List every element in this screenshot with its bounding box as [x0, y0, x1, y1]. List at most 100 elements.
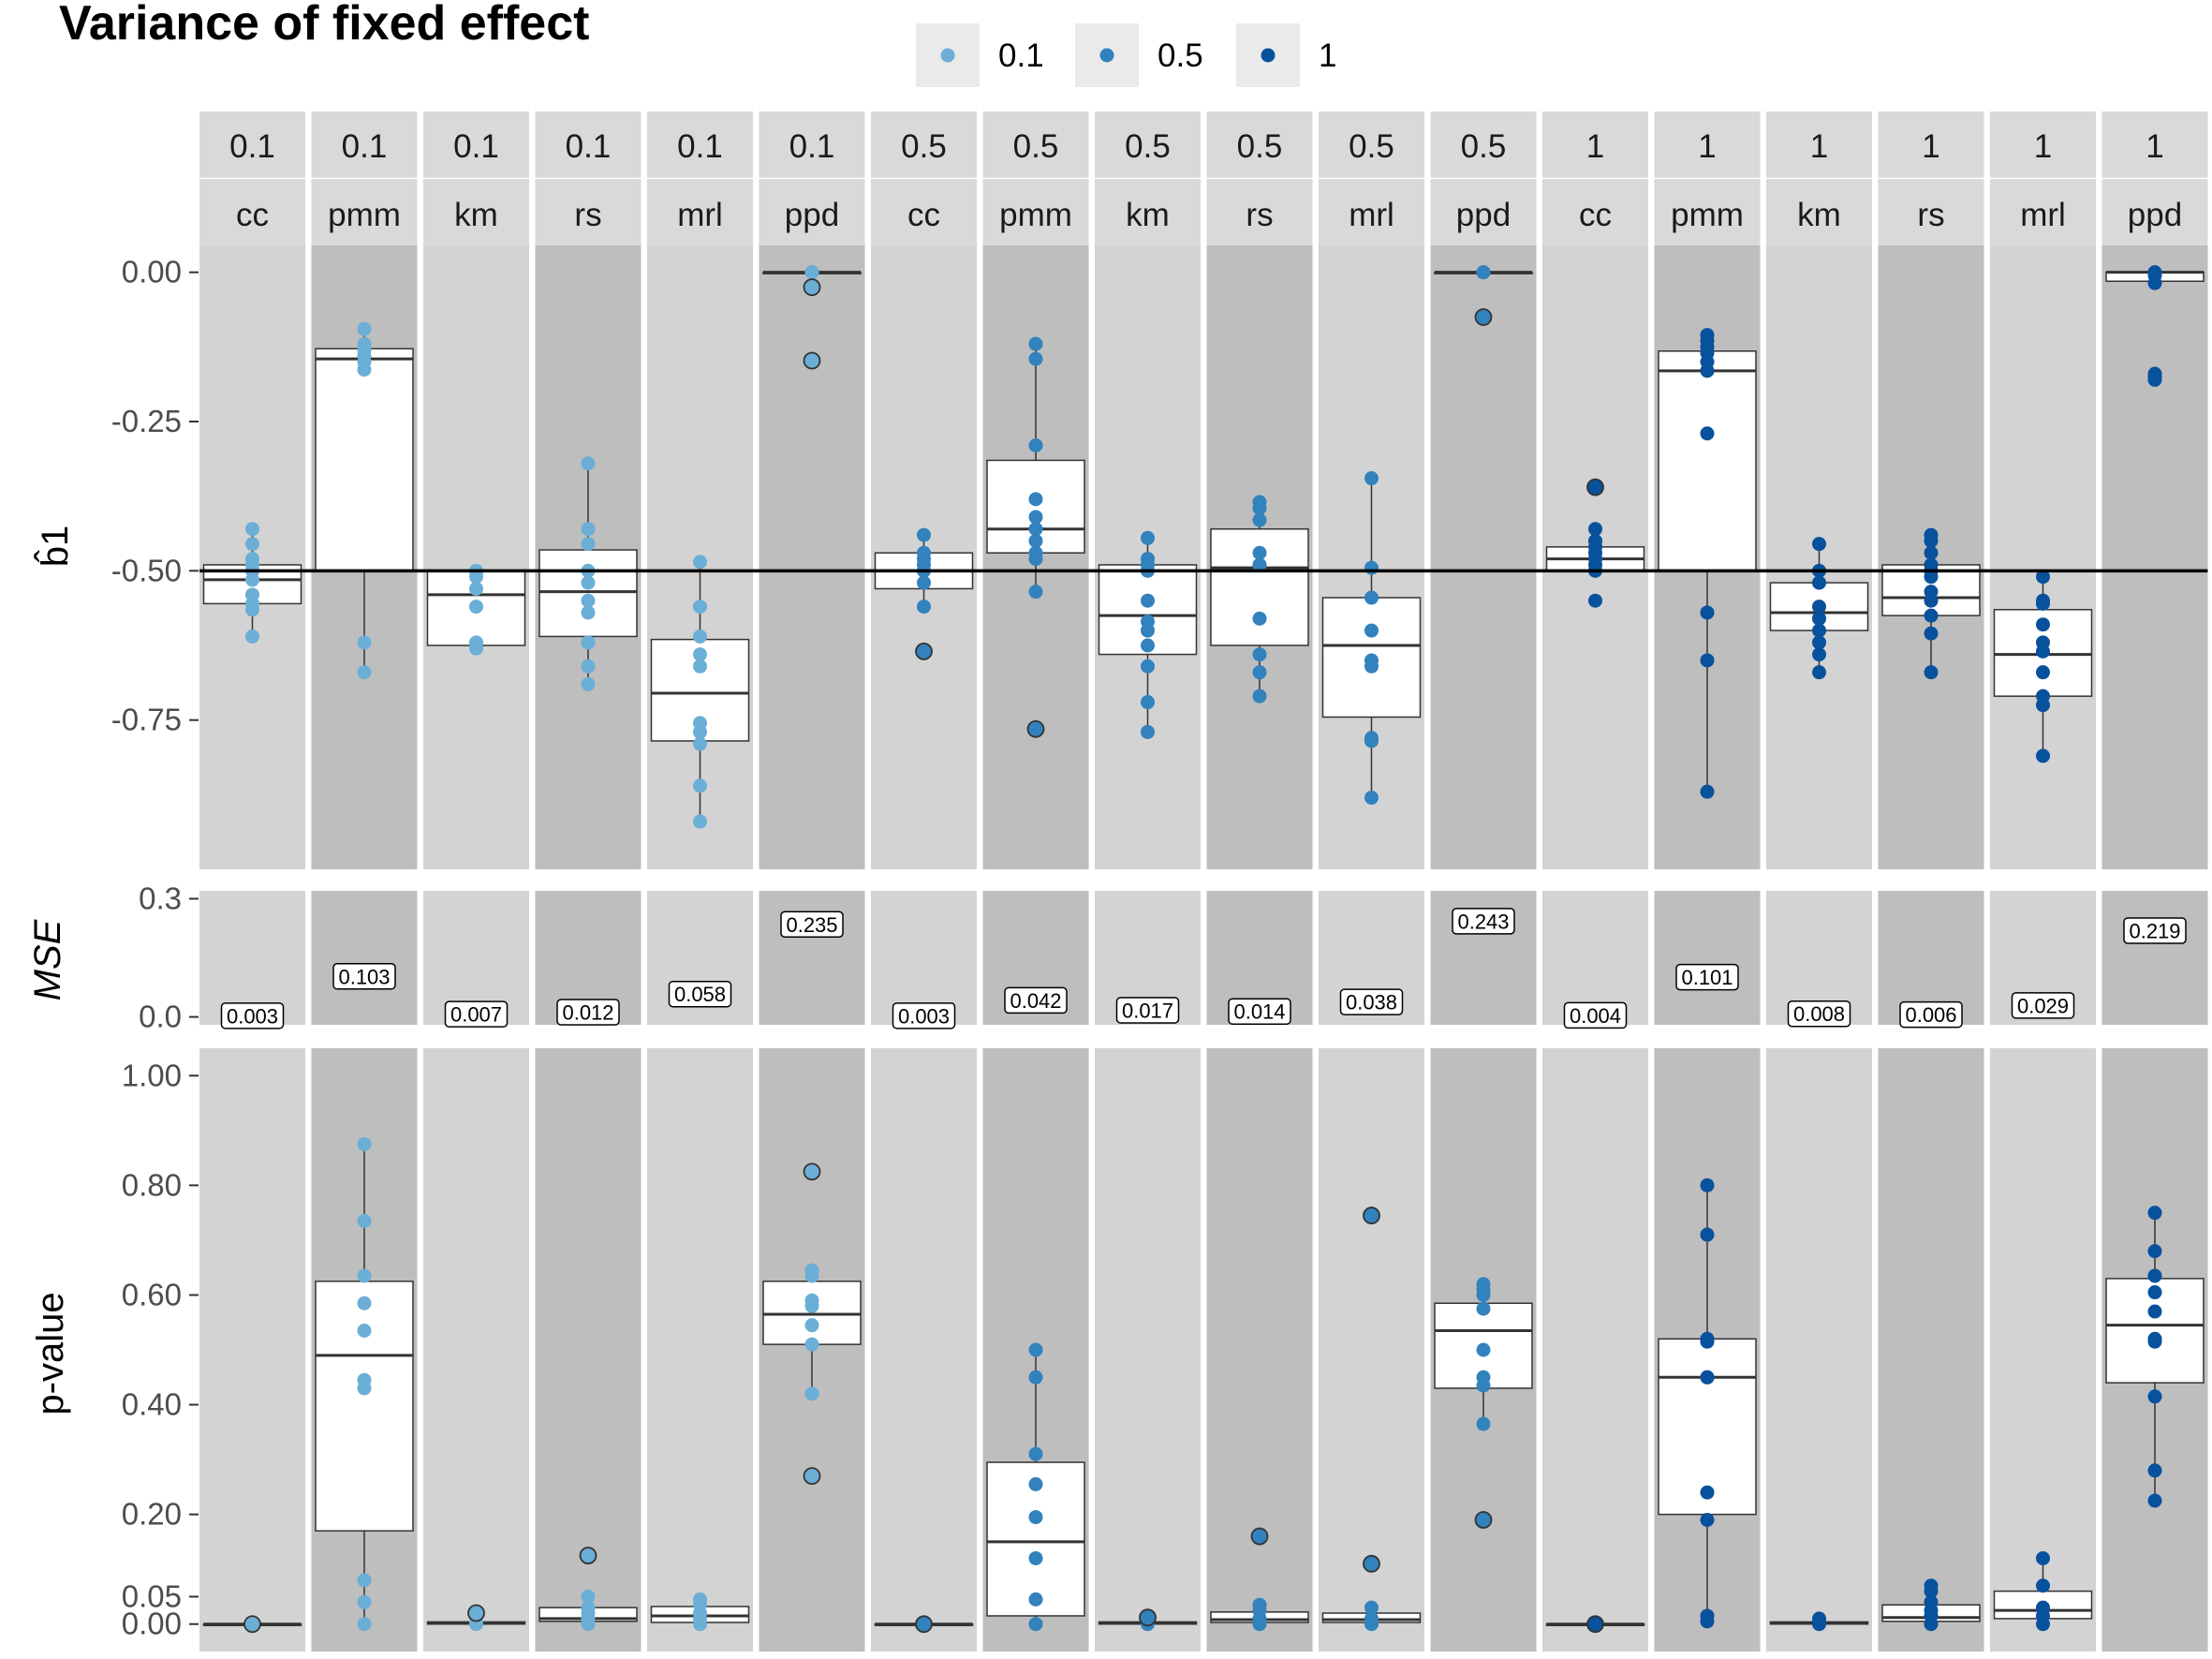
b1-point-3-5	[581, 593, 596, 608]
mse-label-14: 0.008	[1793, 1002, 1845, 1026]
b1-point-16-9	[2036, 748, 2050, 763]
strip-label-top-15: 1	[1922, 128, 1939, 165]
strip-label-bottom-12: cc	[1579, 197, 1612, 233]
strip-label-top-8: 0.5	[1125, 128, 1171, 165]
b1-point-4-8	[693, 778, 707, 793]
pvalue-panel-bg-16	[1990, 1048, 2096, 1652]
mse-panel-13: 0.101	[1654, 891, 1761, 1025]
strip-label-bottom-3: rs	[574, 197, 601, 233]
pvalue-panel-14	[1766, 1048, 1872, 1652]
strip-label-top-9: 0.5	[1237, 128, 1283, 165]
mse-label-5: 0.235	[786, 913, 837, 937]
chart-title: Variance of fixed effect	[59, 0, 589, 51]
b1-point-15-7	[1924, 593, 1939, 608]
b1-panel-13	[1654, 245, 1761, 869]
strip-label-top-11: 0.5	[1461, 128, 1507, 165]
b1-point-4-3	[693, 647, 707, 662]
legend-dot-1	[1099, 48, 1114, 63]
b1-point-10-2	[1364, 590, 1379, 605]
pvalue-panel-10	[1319, 1048, 1424, 1652]
legend-dot-2	[1261, 48, 1276, 63]
mse-axis-title: MSE	[27, 918, 68, 1000]
b1-point-8-9	[1141, 695, 1155, 710]
b1-panel-3	[535, 245, 641, 869]
b1-point-14-0	[1812, 537, 1826, 552]
b1-point-2-2	[469, 581, 483, 596]
b1-point-7-0	[1028, 336, 1043, 351]
b1-point-6-6	[917, 600, 931, 615]
strip-label-top-14: 1	[1810, 128, 1828, 165]
b1-point-0-0	[245, 522, 259, 537]
b1-point-8-10	[1141, 724, 1155, 739]
mse-panel-11: 0.243	[1430, 891, 1537, 1025]
strip-label-bottom-14: km	[1797, 197, 1841, 233]
mse-label-box-10	[1339, 988, 1404, 1015]
b1-point-2-5	[469, 641, 483, 656]
pvalue-point-17-8	[2147, 1463, 2162, 1478]
pvalue-outlier-8-0	[1139, 1608, 1157, 1627]
mse-label-17: 0.219	[2129, 919, 2180, 942]
b1-point-16-2	[2036, 596, 2050, 611]
b1-panel-4	[647, 245, 753, 869]
pvalue-point-4-4	[693, 1592, 707, 1607]
b1-point-9-8	[1252, 689, 1267, 704]
pvalue-point-17-7	[2147, 1389, 2162, 1404]
b1-point-12-7	[1588, 593, 1602, 608]
pvalue-panel-bg-8	[1095, 1048, 1201, 1652]
b1-panel-15	[1878, 245, 1984, 869]
pvalue-point-5-3	[804, 1298, 819, 1313]
mse-panel-16: 0.029	[1990, 891, 2096, 1025]
b1-point-13-5	[1700, 363, 1715, 378]
b1-panel-6	[871, 245, 977, 869]
pvalue-panel-4	[647, 1048, 753, 1652]
pvalue-point-17-1	[2147, 1244, 2162, 1259]
b1-point-8-7	[1141, 638, 1155, 653]
pvalue-axis-title: p-value	[30, 1292, 71, 1415]
b1-point-15-10	[1924, 665, 1939, 680]
pvalue-point-17-0	[2147, 1206, 2162, 1221]
b1-panel-2	[423, 245, 529, 869]
b1-panel-10	[1319, 245, 1424, 869]
pvalue-point-1-8	[357, 1594, 372, 1609]
b1-point-7-9	[1028, 585, 1043, 600]
pvalue-outlier-10-1	[1363, 1554, 1380, 1573]
mse-label-box-1	[332, 963, 396, 990]
strip-label-bottom-1: pmm	[328, 197, 401, 233]
pvalue-point-11-7	[1476, 1416, 1491, 1431]
pvalue-panel-bg-10	[1319, 1048, 1424, 1652]
b1-point-8-0	[1141, 530, 1155, 545]
strip-label-bottom-7: pmm	[999, 197, 1072, 233]
pvalue-point-7-1	[1028, 1370, 1043, 1385]
mse-label-box-13	[1675, 963, 1739, 991]
strip-label-top-10: 0.5	[1349, 128, 1394, 165]
mse-tick-label-0: 0.3	[139, 881, 182, 915]
pvalue-panel-0	[199, 1048, 305, 1652]
b1-point-7-3	[1028, 492, 1043, 507]
b1-point-4-6	[693, 724, 707, 739]
mse-panel-15: 0.006	[1878, 891, 1984, 1029]
pvalue-point-5-6	[804, 1386, 819, 1401]
mse-panel-2: 0.007	[423, 891, 529, 1028]
pvalue-point-16-3	[2036, 1578, 2050, 1593]
mse-panel-3: 0.012	[535, 891, 641, 1026]
b1-panel-bg-5	[759, 245, 865, 869]
strip-label-top-1: 0.1	[342, 128, 388, 165]
pvalue-tick-label-5: 0.05	[122, 1578, 182, 1613]
b1-point-4-9	[693, 814, 707, 829]
b1-point-1-6	[357, 635, 372, 650]
b1-point-3-9	[581, 676, 596, 691]
mse-label-box-11	[1452, 908, 1515, 935]
mse-label-box-4	[668, 980, 732, 1008]
pvalue-point-11-4	[1476, 1342, 1491, 1357]
b1-point-16-0	[2036, 570, 2050, 585]
b1-point-3-7	[581, 635, 596, 650]
b1-point-4-0	[693, 555, 707, 570]
b1-panel-8	[1095, 245, 1201, 869]
pvalue-point-7-3	[1028, 1476, 1043, 1491]
b1-point-3-1	[581, 522, 596, 537]
b1-tick-label-1: -0.25	[111, 404, 182, 438]
b1-point-10-7	[1364, 733, 1379, 748]
b1-point-14-2	[1812, 575, 1826, 590]
b1-point-14-5	[1812, 623, 1826, 638]
